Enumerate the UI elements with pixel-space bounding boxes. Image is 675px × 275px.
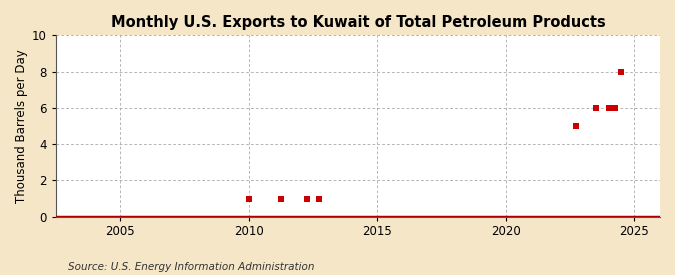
- Title: Monthly U.S. Exports to Kuwait of Total Petroleum Products: Monthly U.S. Exports to Kuwait of Total …: [111, 15, 605, 30]
- Point: [301, 196, 312, 201]
- Point: [275, 196, 286, 201]
- Point: [616, 69, 627, 74]
- Point: [591, 106, 601, 110]
- Point: [571, 124, 582, 128]
- Point: [603, 106, 614, 110]
- Point: [244, 196, 254, 201]
- Point: [314, 196, 325, 201]
- Text: Source: U.S. Energy Information Administration: Source: U.S. Energy Information Administ…: [68, 262, 314, 272]
- Point: [610, 106, 620, 110]
- Y-axis label: Thousand Barrels per Day: Thousand Barrels per Day: [15, 49, 28, 203]
